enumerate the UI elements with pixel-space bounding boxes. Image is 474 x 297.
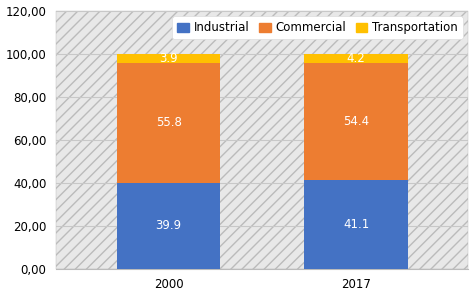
Legend: Industrial, Commercial, Transportation: Industrial, Commercial, Transportation <box>173 16 463 39</box>
Bar <box>117 54 220 63</box>
Bar <box>304 180 408 269</box>
Bar <box>304 63 408 180</box>
Bar <box>117 183 220 269</box>
Bar <box>117 63 220 183</box>
Text: 4.2: 4.2 <box>346 52 365 65</box>
Bar <box>304 54 408 63</box>
Text: 54.4: 54.4 <box>343 115 369 128</box>
Text: 41.1: 41.1 <box>343 218 369 231</box>
Text: 39.9: 39.9 <box>155 219 182 232</box>
Text: 3.9: 3.9 <box>159 52 178 65</box>
Text: 55.8: 55.8 <box>155 116 182 129</box>
